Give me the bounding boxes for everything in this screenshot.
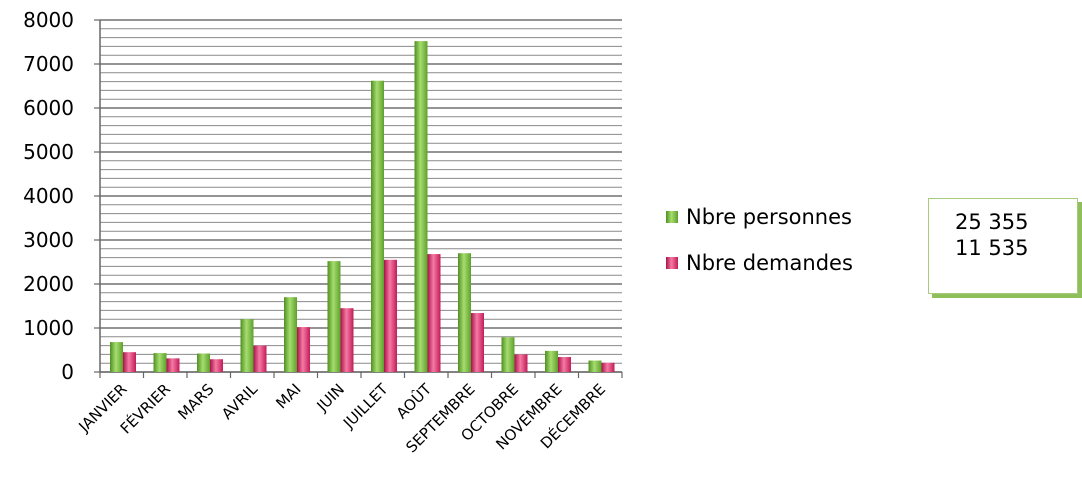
bar-demandes — [297, 327, 310, 372]
x-tick-label: JUILLET — [339, 380, 392, 433]
bar-personnes — [197, 353, 210, 372]
bar-personnes — [414, 41, 428, 373]
y-tick-label: 1000 — [23, 316, 74, 340]
bar-demandes — [514, 354, 528, 372]
bars — [110, 41, 615, 373]
y-tick-label: 7000 — [23, 52, 74, 76]
bar-demandes — [471, 313, 484, 372]
total-demandes: 11 535 — [955, 236, 1029, 260]
y-tick-label: 0 — [61, 360, 74, 384]
bar-personnes — [240, 319, 254, 372]
y-tick-label: 5000 — [23, 140, 74, 164]
bar-demandes — [123, 352, 136, 372]
bar-demandes — [166, 358, 180, 372]
legend-label-personnes: Nbre personnes — [686, 205, 852, 229]
bar-chart: 010002000300040005000600070008000JANVIER… — [23, 8, 853, 456]
bar-demandes — [558, 357, 571, 372]
bar-demandes — [384, 259, 397, 372]
bar-demandes — [601, 362, 615, 372]
bar-personnes — [501, 337, 515, 372]
y-tick-label: 2000 — [23, 272, 74, 296]
legend: Nbre personnes Nbre demandes — [666, 205, 853, 275]
bar-demandes — [253, 345, 267, 372]
bar-demandes — [210, 359, 223, 372]
bar-personnes — [458, 253, 471, 372]
x-tick-label: MAI — [272, 380, 304, 412]
axis-labels: 010002000300040005000600070008000JANVIER… — [23, 8, 609, 456]
legend-label-demandes: Nbre demandes — [686, 251, 853, 275]
total-personnes: 25 355 — [955, 210, 1029, 234]
bar-personnes — [371, 80, 384, 372]
legend-swatch-personnes — [666, 211, 678, 223]
x-tick-label: JUIN — [313, 380, 348, 415]
y-tick-label: 4000 — [23, 184, 74, 208]
bar-personnes — [284, 297, 297, 372]
bar-personnes — [545, 350, 558, 372]
y-tick-label: 3000 — [23, 228, 74, 252]
gridlines — [100, 19, 622, 373]
bar-personnes — [153, 353, 167, 372]
axes — [94, 19, 623, 378]
legend-swatch-demandes — [666, 257, 678, 269]
bar-demandes — [340, 308, 354, 372]
bar-demandes — [427, 254, 441, 372]
bar-personnes — [110, 342, 123, 372]
y-tick-label: 6000 — [23, 96, 74, 120]
bar-personnes — [327, 261, 341, 372]
x-tick-label: MARS — [174, 380, 217, 423]
y-tick-label: 8000 — [23, 8, 74, 32]
x-tick-label: AVRIL — [218, 380, 261, 423]
totals-box: 25 355 11 535 — [928, 198, 1078, 294]
bar-personnes — [588, 360, 602, 372]
